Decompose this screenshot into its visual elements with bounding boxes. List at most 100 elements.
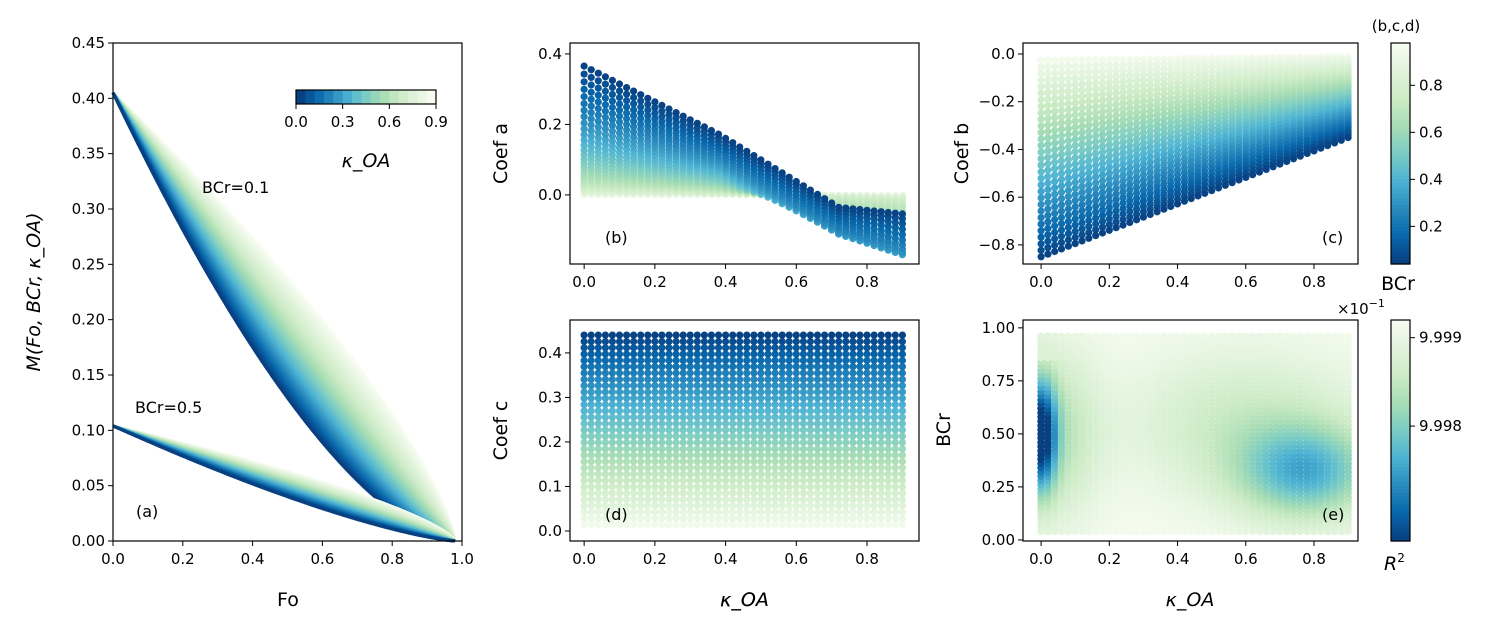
data-point — [891, 363, 899, 371]
data-point — [1098, 229, 1107, 237]
data-point — [651, 344, 659, 352]
data-point — [1105, 147, 1113, 155]
data-point — [785, 173, 793, 181]
data-point — [849, 382, 857, 390]
data-point — [1051, 75, 1059, 84]
data-point — [729, 350, 737, 358]
data-point — [608, 420, 617, 428]
data-point — [651, 426, 659, 434]
data-point — [1160, 55, 1168, 63]
data-point — [884, 413, 892, 421]
data-point — [1153, 208, 1161, 216]
data-point — [750, 514, 758, 522]
data-point — [1133, 135, 1141, 144]
data-point — [870, 426, 878, 434]
data-point — [764, 445, 772, 453]
data-point — [743, 483, 751, 491]
data-point — [693, 457, 701, 466]
data-point — [615, 118, 624, 126]
data-point — [722, 363, 730, 371]
data-point — [743, 521, 751, 529]
data-point — [743, 344, 751, 352]
scatter-points — [580, 331, 907, 529]
data-point — [580, 344, 588, 352]
data-point — [792, 451, 800, 459]
data-point — [870, 432, 878, 440]
data-point — [1105, 209, 1113, 217]
data-point — [1146, 112, 1154, 120]
data-point — [764, 375, 772, 383]
data-point — [1105, 61, 1113, 69]
data-point — [1051, 165, 1059, 173]
data-point — [1085, 103, 1093, 112]
data-point — [870, 375, 878, 383]
data-point — [870, 388, 878, 396]
data-point — [1119, 182, 1127, 190]
data-point — [1071, 74, 1079, 82]
data-point — [1139, 118, 1147, 126]
data-point — [601, 401, 610, 409]
data-point — [722, 350, 730, 358]
data-point — [1098, 137, 1107, 145]
data-point — [594, 445, 602, 453]
data-point — [1044, 82, 1052, 90]
data-point — [1037, 76, 1045, 84]
data-point — [870, 337, 878, 346]
data-point — [792, 502, 800, 510]
data-point — [877, 363, 885, 371]
data-point — [1153, 198, 1161, 206]
data-point — [1139, 145, 1147, 153]
data-point — [594, 69, 602, 77]
data-point — [587, 445, 595, 453]
data-point — [792, 382, 800, 390]
data-point — [884, 521, 892, 529]
data-point — [1105, 95, 1113, 104]
data-point — [615, 369, 624, 377]
data-point — [891, 508, 899, 516]
data-point — [594, 139, 602, 147]
data-point — [821, 489, 829, 497]
data-point — [828, 199, 836, 207]
data-point — [637, 508, 645, 516]
data-point — [743, 451, 751, 459]
data-point — [771, 470, 779, 478]
data-point — [722, 420, 730, 428]
data-point — [1051, 197, 1059, 205]
data-point — [587, 375, 595, 383]
data-point — [806, 356, 815, 364]
data-point — [806, 502, 815, 510]
data-point — [835, 350, 843, 358]
data-point — [615, 407, 624, 415]
data-point — [714, 451, 723, 459]
data-point — [665, 438, 673, 447]
data-point — [884, 495, 892, 503]
data-point — [884, 401, 892, 409]
data-point — [700, 388, 709, 396]
data-point — [891, 401, 899, 409]
data-point — [821, 464, 829, 472]
data-point — [1057, 163, 1066, 171]
data-point — [1133, 109, 1141, 117]
data-point — [686, 407, 694, 415]
colorbar-segment — [426, 90, 437, 104]
data-point — [587, 432, 595, 440]
data-point — [750, 464, 758, 472]
data-point — [884, 426, 892, 434]
data-point — [665, 382, 673, 390]
data-point — [736, 432, 744, 440]
data-point — [637, 476, 645, 484]
data-point — [757, 489, 765, 497]
data-point — [863, 382, 871, 390]
data-point — [863, 438, 871, 447]
data-point — [835, 470, 843, 478]
data-point — [1098, 189, 1107, 197]
data-point — [1064, 56, 1072, 64]
data-point — [707, 457, 716, 466]
data-point — [856, 502, 864, 510]
data-point — [813, 407, 822, 415]
data-point — [835, 489, 843, 497]
data-point — [1037, 253, 1045, 261]
data-point — [884, 470, 892, 478]
data-point — [835, 382, 843, 390]
data-point — [1092, 62, 1100, 70]
